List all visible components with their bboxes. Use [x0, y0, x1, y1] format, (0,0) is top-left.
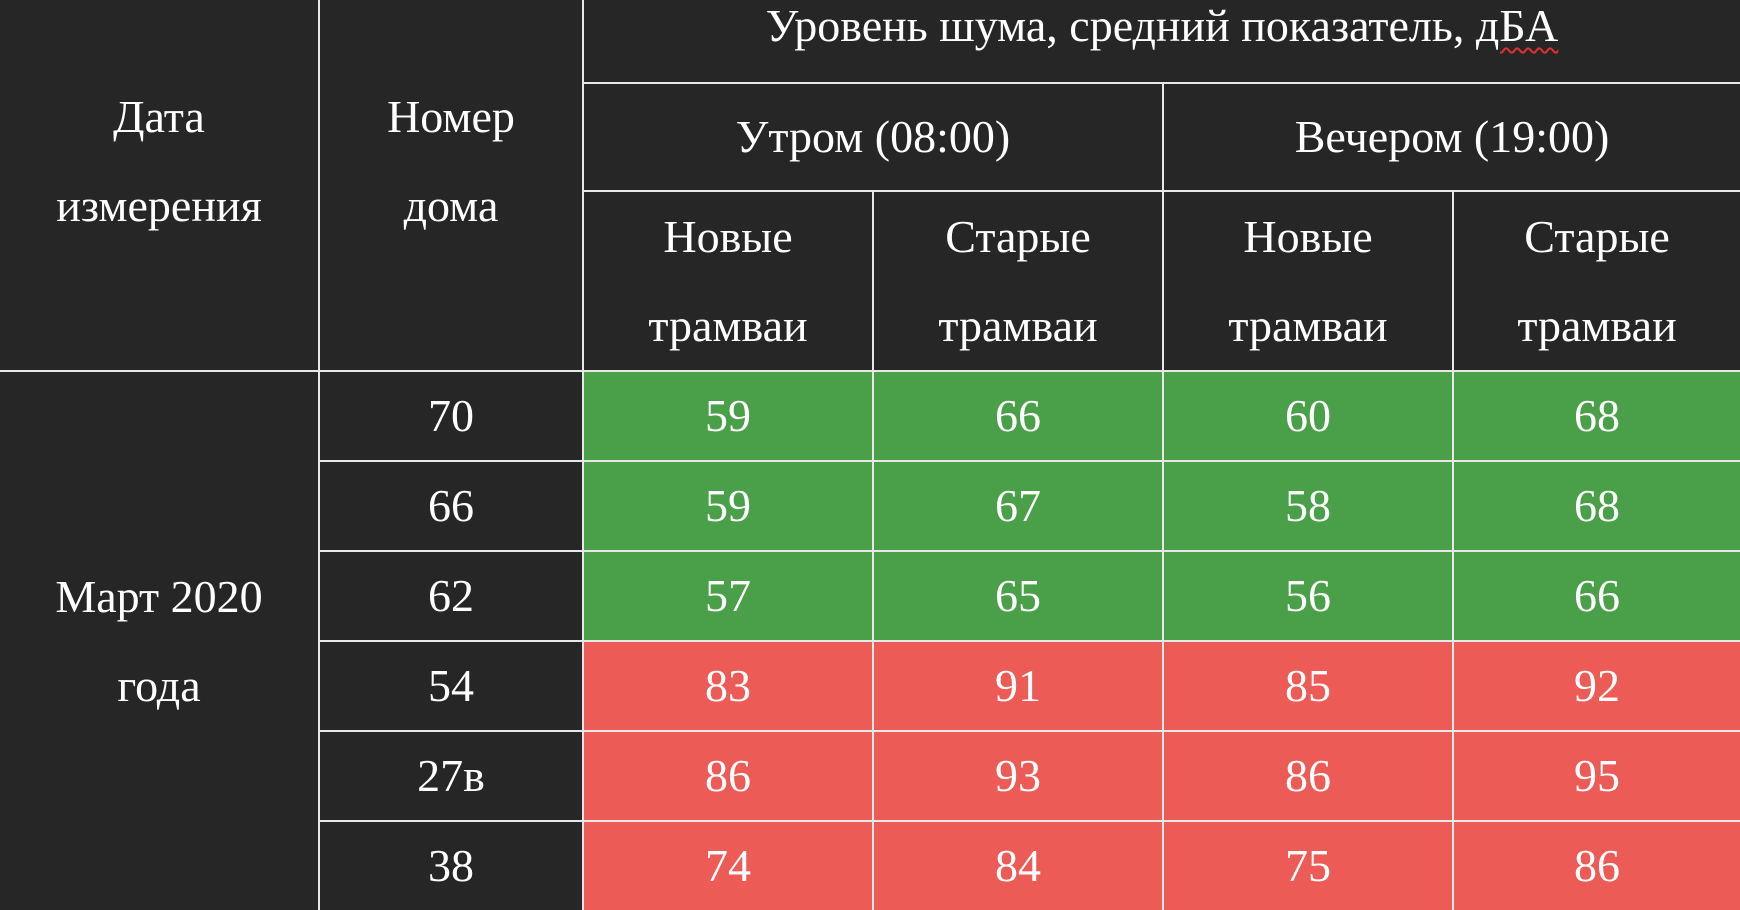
table-row: 54 83 91 85 92: [0, 640, 1740, 732]
value-cell: 68: [1451, 370, 1740, 462]
value-cell: 66: [872, 370, 1164, 462]
value-cell: 66: [1451, 550, 1740, 642]
value-cell: 59: [582, 460, 874, 552]
house-number-cell: 54: [318, 640, 584, 732]
header-evening-old-trams: Старые трамваи: [1451, 190, 1740, 372]
value-cell: 75: [1162, 820, 1454, 910]
value-cell: 60: [1162, 370, 1454, 462]
value-cell: 68: [1451, 460, 1740, 552]
header-noise-level: Уровень шума, средний показатель, дБА: [581, 0, 1740, 84]
value-cell: 93: [872, 730, 1164, 822]
value-cell: 58: [1162, 460, 1454, 552]
house-number-cell: 70: [318, 370, 584, 462]
value-cell: 83: [582, 640, 874, 732]
house-number-cell: 62: [318, 550, 584, 642]
header-date-line-2: измерения: [56, 180, 262, 231]
header-evening: Вечером (19:00): [1161, 82, 1740, 192]
header-date-line-1: Дата: [113, 91, 205, 142]
value-cell: 56: [1162, 550, 1454, 642]
house-number-cell: 38: [318, 820, 584, 910]
subcol-line-2: трамваи: [1228, 300, 1388, 351]
date-line-1: Март 2020: [55, 571, 263, 622]
house-number-cell: 27в: [318, 730, 584, 822]
value-cell: 57: [582, 550, 874, 642]
table-row: 27в 86 93 86 95: [0, 730, 1740, 822]
date-cell: Март 2020 года: [0, 370, 320, 910]
value-cell: 67: [872, 460, 1164, 552]
header-morning-old-trams: Старые трамваи: [872, 190, 1164, 372]
table-row: Март 2020 года 70 59 66 60 68: [0, 370, 1740, 910]
value-cell: 86: [1162, 730, 1454, 822]
noise-title-text: Уровень шума, средний показатель,: [765, 0, 1476, 51]
subcol-line-1: Новые: [1243, 211, 1373, 262]
header-morning-new-trams: Новые трамваи: [582, 190, 874, 372]
value-cell: 86: [1451, 820, 1740, 910]
value-cell: 84: [872, 820, 1164, 910]
value-cell: 91: [872, 640, 1164, 732]
subcol-line-1: Старые: [945, 211, 1091, 262]
value-cell: 85: [1162, 640, 1454, 732]
table-row: 62 57 65 56 66: [0, 550, 1740, 642]
subcol-line-1: Новые: [663, 211, 793, 262]
subcol-line-1: Старые: [1524, 211, 1670, 262]
noise-title-unit: дБА: [1475, 0, 1559, 51]
house-number-cell: 66: [318, 460, 584, 552]
header-house-number: Номер дома: [318, 0, 584, 372]
header-morning: Утром (08:00): [582, 82, 1164, 192]
value-cell: 92: [1451, 640, 1740, 732]
header-house-line-1: Номер: [387, 91, 515, 142]
header-date: Дата измерения: [0, 0, 320, 372]
header-house-line-2: дома: [403, 180, 499, 231]
date-line-2: года: [117, 660, 201, 711]
value-cell: 95: [1451, 730, 1740, 822]
subcol-line-2: трамваи: [938, 300, 1098, 351]
value-cell: 65: [872, 550, 1164, 642]
subcol-line-2: трамваи: [648, 300, 808, 351]
header-evening-new-trams: Новые трамваи: [1162, 190, 1454, 372]
table-row: 66 59 67 58 68: [0, 460, 1740, 552]
value-cell: 86: [582, 730, 874, 822]
value-cell: 59: [582, 370, 874, 462]
subcol-line-2: трамваи: [1517, 300, 1677, 351]
value-cell: 74: [582, 820, 874, 910]
